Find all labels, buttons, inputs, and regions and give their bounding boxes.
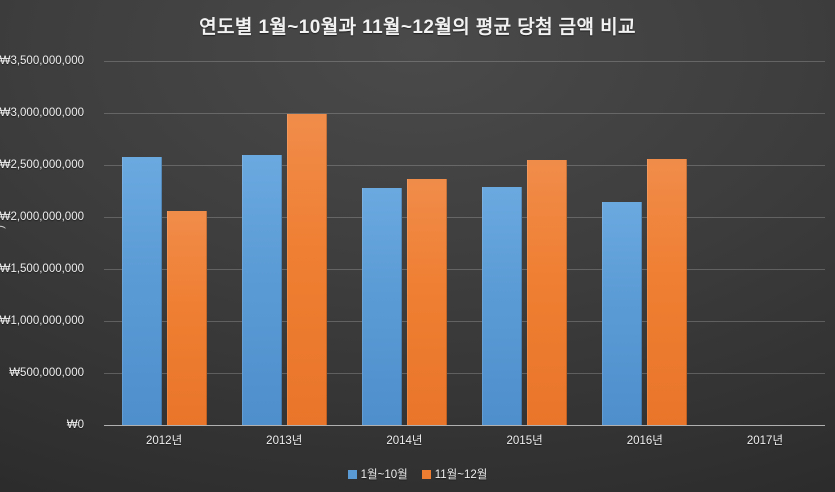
y-axis-tick-label: ₩2,000,000,000 xyxy=(0,211,84,223)
bar-series-a[interactable] xyxy=(121,156,162,425)
bar-group xyxy=(104,61,224,425)
axis-baseline xyxy=(104,425,825,426)
y-axis-tick-label: ₩0 xyxy=(66,419,84,431)
bar-series-a[interactable] xyxy=(241,154,282,425)
gridline xyxy=(104,321,825,322)
bar-series-b[interactable] xyxy=(286,114,327,425)
bar-group xyxy=(344,61,464,425)
legend-swatch-icon xyxy=(347,469,357,479)
y-axis-tick-label: ₩1,000,000,000 xyxy=(0,315,84,327)
legend-label: 11월~12월 xyxy=(434,469,488,481)
y-axis-title-fragment: ) xyxy=(0,225,6,229)
y-axis-tick-label: ₩500,000,000 xyxy=(9,367,84,379)
legend-label: 1월~10월 xyxy=(360,469,408,481)
bar-series-b[interactable] xyxy=(406,178,447,425)
x-axis-tick-label: 2013년 xyxy=(266,435,303,447)
y-axis-tick-label: ₩3,000,000,000 xyxy=(0,107,84,119)
gridline xyxy=(104,217,825,218)
legend-entry[interactable]: 1월~10월 xyxy=(347,466,408,482)
bar-group xyxy=(705,61,825,425)
bar-series-a[interactable] xyxy=(482,186,523,425)
bar-group xyxy=(224,61,344,425)
bar-series-a[interactable] xyxy=(602,202,643,425)
bar-group xyxy=(585,61,705,425)
bar-series-b[interactable] xyxy=(647,159,688,425)
legend-swatch-icon xyxy=(421,469,431,479)
gridline xyxy=(104,113,825,114)
x-axis-tick-label: 2017년 xyxy=(746,435,784,447)
gridline xyxy=(104,373,825,374)
x-axis-tick-label: 2012년 xyxy=(146,435,183,447)
bar-group xyxy=(465,61,585,425)
gridline xyxy=(104,61,825,62)
plot-area: ₩3,500,000,000 ₩3,000,000,000 ₩2,500,000,0… xyxy=(0,55,825,431)
chart-title: 연도별 1월~10월과 11월~12월의 평균 당첨 금액 비교 xyxy=(199,17,636,38)
x-axis-tick-labels: 2012년 2013년 2014년 2015년 2016년 2017년 xyxy=(104,432,825,448)
y-axis-tick-label: ₩1,500,000,000 xyxy=(0,263,84,275)
x-axis-tick-label: 2015년 xyxy=(506,435,543,447)
y-axis-tick-label: ₩3,500,000,000 xyxy=(0,55,84,67)
bar-series-b[interactable] xyxy=(527,159,568,425)
x-axis-tick-label: 2014년 xyxy=(386,435,423,447)
bar-series-b[interactable] xyxy=(166,210,207,425)
bar-groups xyxy=(104,61,825,425)
bar-series-a[interactable] xyxy=(361,187,402,425)
x-axis-tick-label: 2016년 xyxy=(626,435,663,447)
gridline xyxy=(104,269,825,270)
gridline xyxy=(104,165,825,166)
y-axis-tick-label: ₩2,500,000,000 xyxy=(0,159,84,171)
chart-legend: 1월~10월 11월~12월 xyxy=(0,466,835,482)
legend-entry[interactable]: 11월~12월 xyxy=(421,466,488,482)
